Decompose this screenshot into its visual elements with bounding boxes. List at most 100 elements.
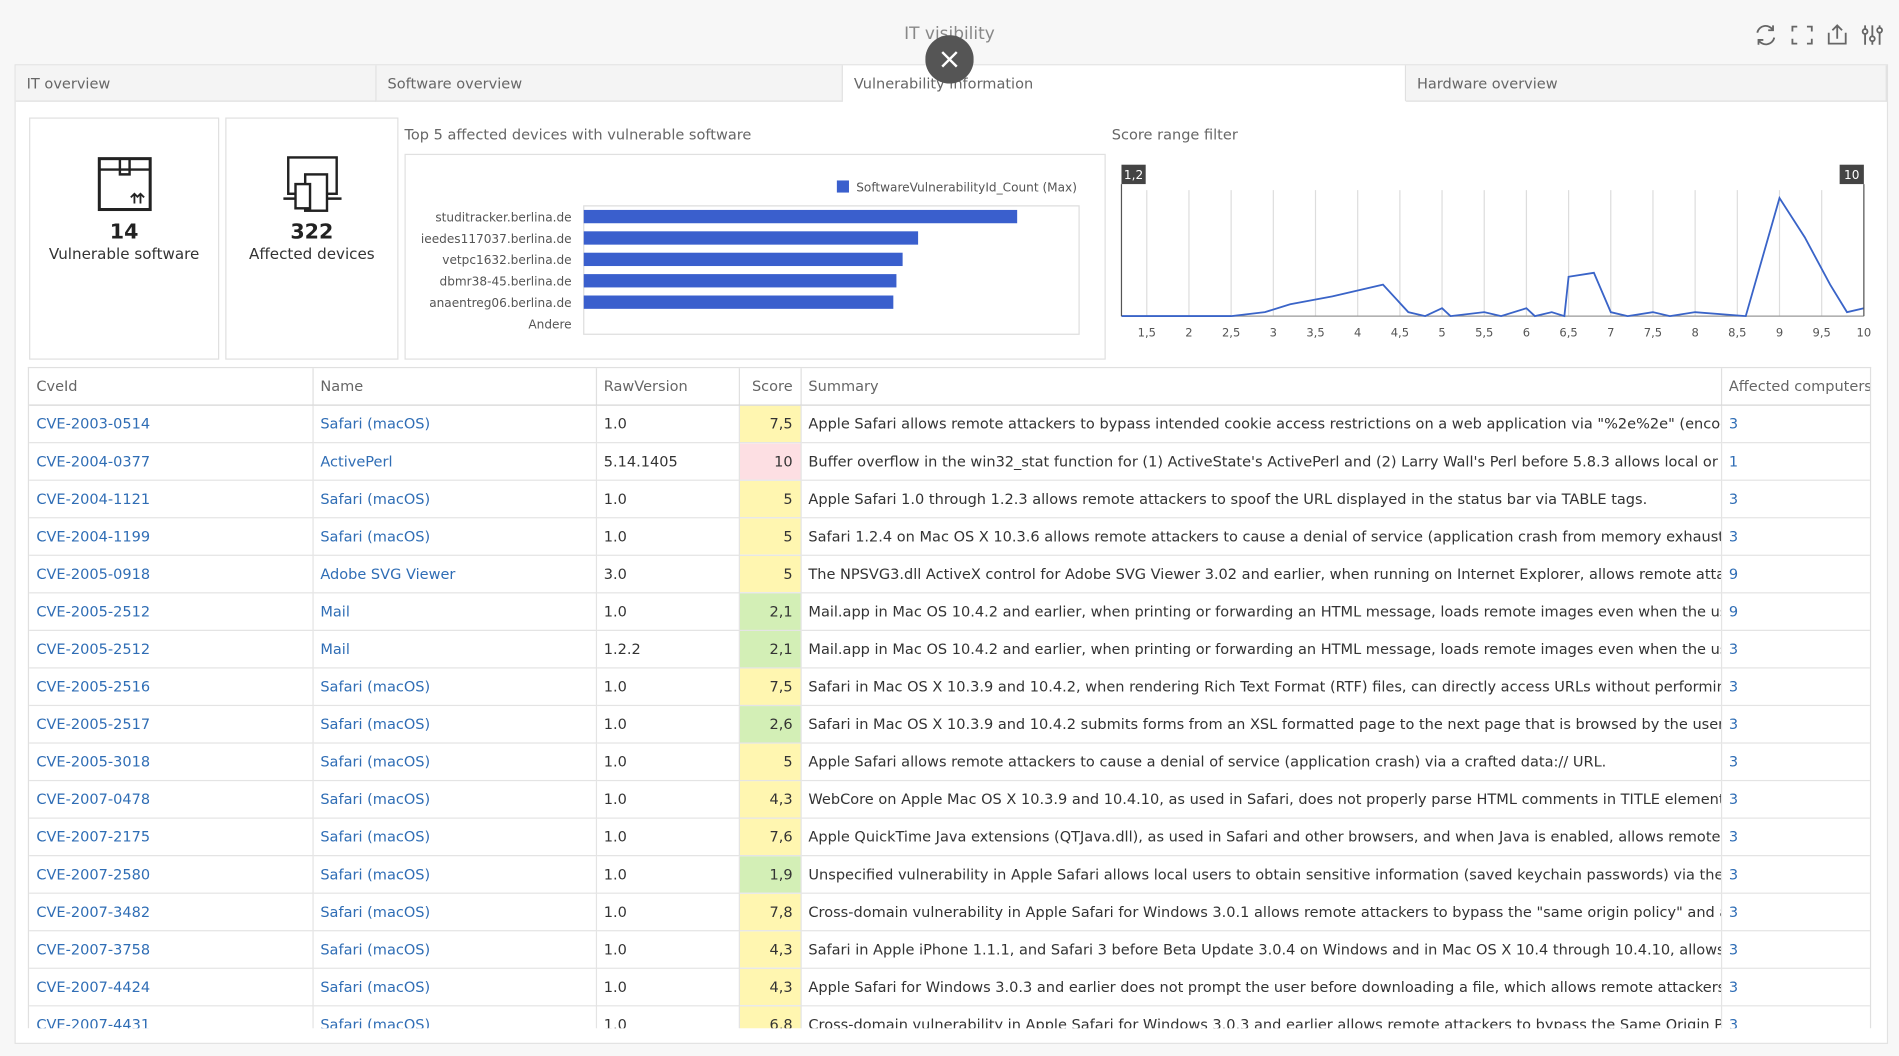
table-cell[interactable]: 3 bbox=[1720, 705, 1870, 744]
table-row: CVE-2005-0918 Adobe SVG Viewer 3.0 5 The NPS… bbox=[29, 555, 1870, 594]
table-cell: Mail.app in Mac OS 10.4.2 and earlier, w… bbox=[800, 630, 1722, 669]
range-handle-label: 10 bbox=[1844, 168, 1859, 182]
table-cell[interactable]: 3 bbox=[1720, 517, 1870, 556]
range-handle-box[interactable] bbox=[1121, 164, 1146, 185]
kpi-value: 14 bbox=[109, 220, 139, 245]
y-tick-label: ieedes117037.berlina.de bbox=[421, 232, 572, 246]
column-header[interactable]: RawVersion bbox=[595, 368, 740, 406]
table-cell[interactable]: CVE-2007-4424 bbox=[29, 968, 314, 1007]
column-header[interactable]: Score bbox=[738, 368, 802, 406]
y-tick-label: Andere bbox=[528, 317, 571, 331]
column-header[interactable]: Summary bbox=[800, 368, 1722, 406]
close-button[interactable] bbox=[925, 35, 974, 84]
table-cell[interactable]: 3 bbox=[1720, 405, 1870, 444]
table-cell[interactable]: Safari (macOS) bbox=[312, 405, 597, 444]
table-cell[interactable]: 3 bbox=[1720, 930, 1870, 969]
table-cell[interactable]: CVE-2007-2175 bbox=[29, 818, 314, 857]
x-tick-label: 10 bbox=[1857, 326, 1872, 340]
range-handle-box[interactable] bbox=[1839, 164, 1864, 185]
tab[interactable]: IT overview bbox=[15, 65, 377, 102]
table-cell[interactable]: 3 bbox=[1720, 780, 1870, 819]
range-handle-label: 1,2 bbox=[1124, 168, 1143, 182]
table-cell[interactable]: 9 bbox=[1720, 555, 1870, 594]
table-cell: Apple QuickTime Java extensions (QTJava.… bbox=[800, 818, 1722, 857]
table-cell[interactable]: Safari (macOS) bbox=[312, 517, 597, 556]
table-cell[interactable]: 3 bbox=[1720, 743, 1870, 782]
table-cell[interactable]: CVE-2005-2517 bbox=[29, 705, 314, 744]
y-tick-label: dbmr38-45.berlina.de bbox=[440, 275, 572, 289]
table-cell: 1.0 bbox=[595, 592, 740, 631]
table-cell[interactable]: ActivePerl bbox=[312, 442, 597, 481]
table-cell[interactable]: CVE-2005-0918 bbox=[29, 555, 314, 594]
table-cell[interactable]: CVE-2007-4431 bbox=[29, 1005, 314, 1029]
table-row: CVE-2007-3482 Safari (macOS) 1.0 7,8 Cross-d… bbox=[29, 893, 1870, 932]
table-cell[interactable]: 3 bbox=[1720, 630, 1870, 669]
table-cell[interactable]: 3 bbox=[1720, 667, 1870, 707]
settings-icon[interactable] bbox=[1861, 25, 1883, 45]
table-cell: 7,8 bbox=[738, 893, 802, 932]
table-cell[interactable]: CVE-2004-1199 bbox=[29, 517, 314, 556]
x-tick-label: 2,5 bbox=[1222, 326, 1240, 340]
bar bbox=[583, 209, 1018, 224]
table-cell[interactable]: Safari (macOS) bbox=[312, 743, 597, 782]
table-cell[interactable]: Safari (macOS) bbox=[312, 1005, 597, 1029]
table-cell: 5 bbox=[738, 743, 802, 782]
table-cell[interactable]: 9 bbox=[1720, 592, 1870, 631]
export-icon[interactable] bbox=[1827, 24, 1847, 45]
table-cell: 4,3 bbox=[738, 968, 802, 1007]
table-cell[interactable]: CVE-2003-0514 bbox=[29, 405, 314, 444]
table-cell: Safari in Mac OS X 10.3.9 and 10.4.2 sub… bbox=[800, 705, 1722, 744]
table-cell[interactable]: CVE-2004-1121 bbox=[29, 480, 314, 519]
table-cell[interactable]: 3 bbox=[1720, 818, 1870, 857]
table-cell: 1.0 bbox=[595, 517, 740, 556]
table-cell[interactable]: Safari (macOS) bbox=[312, 705, 597, 744]
table-cell[interactable]: Safari (macOS) bbox=[312, 818, 597, 857]
table-cell[interactable]: CVE-2007-3482 bbox=[29, 893, 314, 932]
table-cell[interactable]: 3 bbox=[1720, 968, 1870, 1007]
devices-icon bbox=[282, 156, 341, 212]
column-header[interactable]: Affected computers bbox=[1720, 368, 1870, 406]
table-cell[interactable]: Mail bbox=[312, 592, 597, 631]
tab[interactable]: Software overview bbox=[376, 65, 843, 102]
table-cell[interactable]: CVE-2005-2512 bbox=[29, 592, 314, 631]
table-cell[interactable]: CVE-2005-3018 bbox=[29, 743, 314, 782]
table-cell: 1.0 bbox=[595, 705, 740, 744]
table-cell[interactable]: Safari (macOS) bbox=[312, 968, 597, 1007]
column-header[interactable]: CveId bbox=[29, 368, 314, 406]
chart-title: Score range filter bbox=[1111, 125, 1238, 143]
table-cell[interactable]: 3 bbox=[1720, 480, 1870, 519]
table-cell[interactable]: CVE-2004-0377 bbox=[29, 442, 314, 481]
table-row: CVE-2005-2517 Safari (macOS) 1.0 2,6 Safari … bbox=[29, 705, 1870, 744]
table-cell[interactable]: Safari (macOS) bbox=[312, 893, 597, 932]
y-tick-label: anaentreg06.berlina.de bbox=[429, 296, 571, 310]
x-tick-label: 9 bbox=[1776, 326, 1783, 340]
table-cell[interactable]: 3 bbox=[1720, 855, 1870, 894]
table-cell: Apple Safari allows remote attackers to … bbox=[800, 405, 1722, 444]
table-cell[interactable]: CVE-2005-2516 bbox=[29, 667, 314, 707]
refresh-icon[interactable] bbox=[1756, 24, 1776, 46]
table-cell[interactable]: CVE-2005-2512 bbox=[29, 630, 314, 669]
table-cell[interactable]: CVE-2007-2580 bbox=[29, 855, 314, 894]
table-cell[interactable]: Mail bbox=[312, 630, 597, 669]
table-cell[interactable]: Safari (macOS) bbox=[312, 930, 597, 969]
line-chart[interactable]: 1,5 2 2,5 3 3,5 4 4,5 5 5,5 6 6,5 7 7,5 8 8,5 9 9,5 10 1,2… bbox=[1112, 157, 1887, 351]
x-tick-label: 8 bbox=[1691, 326, 1698, 340]
table-cell[interactable]: Safari (macOS) bbox=[312, 667, 597, 707]
kpi-label: Vulnerable software bbox=[48, 244, 200, 263]
table-cell: 5 bbox=[738, 480, 802, 519]
column-header[interactable]: Name bbox=[312, 368, 597, 406]
data-table: CveId Name RawVersion Score Summary Affected … bbox=[27, 366, 1872, 1029]
table-cell[interactable]: CVE-2007-3758 bbox=[29, 930, 314, 969]
table-cell[interactable]: 3 bbox=[1720, 1005, 1870, 1029]
table-cell[interactable]: 3 bbox=[1720, 893, 1870, 932]
table-cell[interactable]: Adobe SVG Viewer bbox=[312, 555, 597, 594]
table-cell[interactable]: CVE-2007-0478 bbox=[29, 780, 314, 819]
tab[interactable]: Hardware overview bbox=[1406, 65, 1887, 102]
table-cell[interactable]: Safari (macOS) bbox=[312, 480, 597, 519]
fullscreen-icon[interactable] bbox=[1791, 25, 1813, 45]
table-row: CVE-2007-2175 Safari (macOS) 1.0 7,6 Apple Q… bbox=[29, 818, 1870, 857]
table-cell[interactable]: 1 bbox=[1720, 442, 1870, 481]
table-cell[interactable]: Safari (macOS) bbox=[312, 780, 597, 819]
table-cell[interactable]: Safari (macOS) bbox=[312, 855, 597, 894]
